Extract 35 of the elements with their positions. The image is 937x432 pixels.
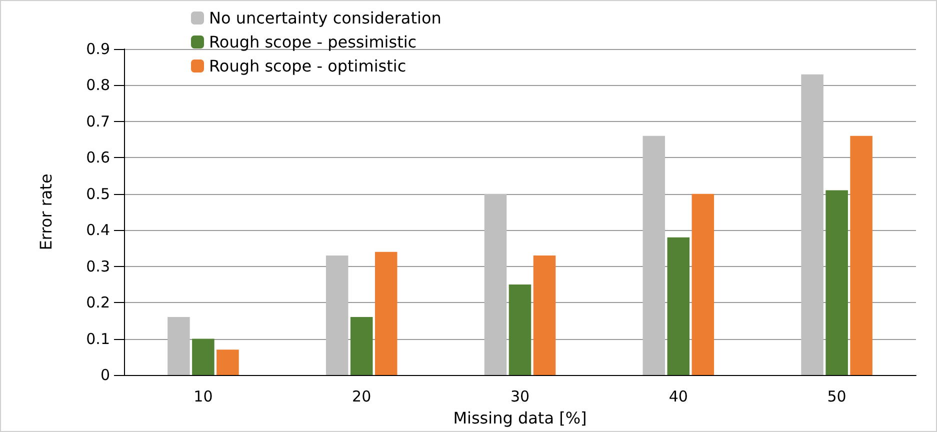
y-tick-label: 0.6 xyxy=(86,148,110,167)
y-tick-label: 0.8 xyxy=(86,76,110,94)
x-tick-label: 10 xyxy=(194,388,213,406)
bar xyxy=(826,190,848,375)
y-tick-label: 0.7 xyxy=(86,112,110,130)
y-tick-label: 0.5 xyxy=(86,184,110,203)
bar xyxy=(326,255,348,375)
bar xyxy=(533,255,556,375)
x-axis-title: Missing data [%] xyxy=(453,408,587,428)
legend-label: No uncertainty consideration xyxy=(209,8,442,28)
bar xyxy=(216,350,239,375)
legend-label: Rough scope - pessimistic xyxy=(209,32,417,52)
y-tick-label: 0 xyxy=(100,366,110,384)
x-tick-label: 30 xyxy=(510,388,530,406)
bar xyxy=(801,74,824,375)
bar xyxy=(192,338,214,375)
bar xyxy=(350,317,373,375)
y-tick-label: 0.2 xyxy=(86,294,110,312)
x-tick-label: 50 xyxy=(827,388,846,406)
y-tick-label: 0.1 xyxy=(86,330,110,348)
y-tick-label: 0.9 xyxy=(86,40,110,58)
y-axis-title: Error rate xyxy=(36,174,56,250)
bar xyxy=(850,136,872,375)
bar xyxy=(667,237,690,375)
bar xyxy=(642,136,666,375)
y-tick-label: 0.4 xyxy=(86,221,110,240)
bar xyxy=(168,317,190,375)
x-tick-label: 40 xyxy=(668,388,688,406)
bar xyxy=(484,194,507,375)
x-tick-label: 20 xyxy=(352,388,372,406)
y-tick-label: 0.3 xyxy=(86,257,110,276)
bar xyxy=(508,284,532,375)
bar xyxy=(374,252,398,375)
bar xyxy=(692,194,714,375)
legend-label: Rough scope - optimistic xyxy=(209,56,406,76)
